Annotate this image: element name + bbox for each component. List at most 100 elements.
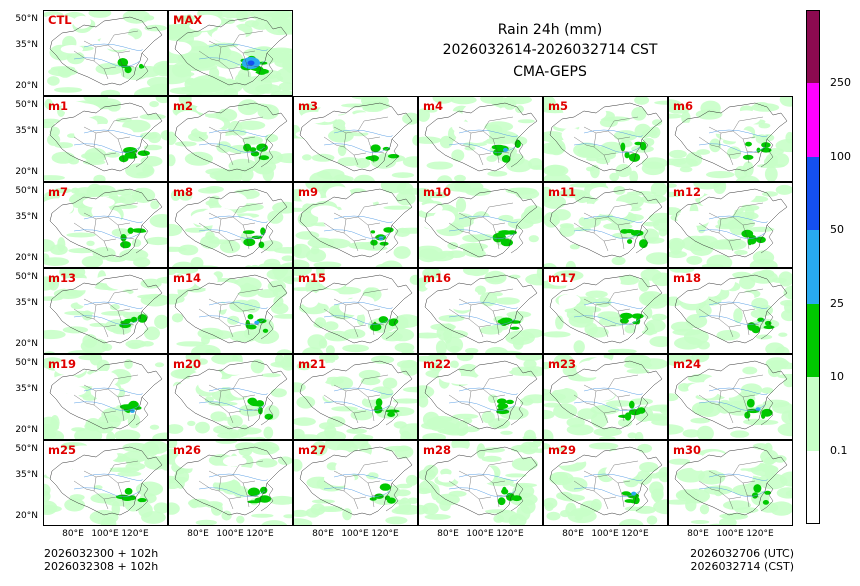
country-border <box>49 274 163 344</box>
province-border <box>746 150 750 164</box>
rain-moderate <box>630 500 638 504</box>
rain-light <box>255 458 278 468</box>
rain-light <box>669 458 692 465</box>
rain-light <box>631 107 647 121</box>
rain-moderate <box>139 65 145 69</box>
river <box>323 487 391 497</box>
rain-moderate <box>117 58 129 67</box>
rain-light <box>646 515 658 525</box>
rain-light <box>649 336 667 348</box>
rain-light <box>188 498 210 508</box>
province-border <box>246 494 250 508</box>
rain-light <box>669 424 684 435</box>
rain-moderate <box>137 314 148 323</box>
province-border <box>357 460 389 476</box>
rain-light <box>67 350 96 353</box>
river <box>323 229 391 239</box>
rain-light <box>294 518 313 525</box>
rain-moderate <box>126 155 138 159</box>
rain-moderate <box>746 398 755 408</box>
rain-light <box>187 420 196 426</box>
panel-label: m15 <box>298 271 326 285</box>
coastline <box>635 138 649 168</box>
lat-tick-label: 50°N <box>15 358 38 368</box>
rain-moderate <box>761 142 771 148</box>
rain-light <box>135 481 164 497</box>
panel-label: m16 <box>423 271 451 285</box>
rain-light <box>234 73 250 87</box>
rain-light <box>484 121 514 132</box>
rain-moderate <box>744 411 751 419</box>
rain-moderate <box>510 326 520 330</box>
province-border <box>218 304 242 328</box>
rain-light <box>360 435 374 439</box>
rain-light <box>169 502 180 515</box>
province-border <box>732 288 764 304</box>
rain-light <box>47 133 61 146</box>
rain-light <box>178 191 193 201</box>
rain-light <box>507 218 534 229</box>
rain-moderate <box>497 497 506 506</box>
rain-light <box>486 478 514 487</box>
rain-light <box>691 355 710 363</box>
dry-area <box>592 274 621 290</box>
rain-light <box>605 400 635 407</box>
rain-light <box>685 314 708 329</box>
rain-moderate <box>756 147 761 153</box>
province-border <box>496 408 500 422</box>
rain-light <box>758 123 771 129</box>
coastline <box>135 482 149 512</box>
province-border <box>343 304 367 328</box>
province-border <box>103 326 109 338</box>
province-border <box>448 394 470 406</box>
rain-light <box>227 415 243 428</box>
rain-light <box>137 294 167 299</box>
rain-light <box>169 246 187 252</box>
coastline <box>385 396 399 426</box>
rain-light <box>474 285 486 295</box>
country-border <box>549 446 663 516</box>
rain-light <box>609 172 620 181</box>
colorbar-segment <box>806 156 820 231</box>
map-panel-m6: m6 <box>668 96 793 182</box>
panel-label: m7 <box>48 185 68 199</box>
dry-area <box>321 273 347 289</box>
rain-light <box>658 228 667 237</box>
rain-very-heavy <box>247 60 255 66</box>
rain-light <box>747 226 775 232</box>
province-border <box>732 202 764 218</box>
rain-moderate <box>255 70 269 75</box>
rain-light <box>259 240 283 252</box>
rain-light <box>295 231 320 240</box>
rain-light <box>550 472 569 484</box>
rain-light <box>396 190 416 206</box>
panel-label: m12 <box>673 185 701 199</box>
rain-light <box>257 104 280 120</box>
rain-moderate <box>753 484 762 493</box>
rain-light <box>639 358 667 370</box>
coastline <box>510 138 524 168</box>
rain-light <box>512 336 524 350</box>
province-border <box>371 236 375 250</box>
province-border <box>228 326 234 338</box>
rain-light <box>669 207 682 216</box>
rain-light <box>588 442 619 450</box>
dry-area <box>207 128 226 140</box>
rain-light <box>47 76 60 86</box>
province-border <box>573 308 595 320</box>
rain-light <box>573 340 585 353</box>
rain-light <box>114 188 134 196</box>
province-border <box>107 30 139 46</box>
rain-light <box>296 362 313 371</box>
rain-light <box>169 424 184 434</box>
rain-moderate <box>258 155 270 161</box>
province-border <box>198 394 220 406</box>
province-border <box>728 154 734 166</box>
province-border <box>746 236 750 250</box>
province-border <box>607 288 639 304</box>
rain-light <box>263 426 274 439</box>
province-border <box>353 154 359 166</box>
rain-light <box>637 443 653 453</box>
lon-tick-label: 120°E <box>496 529 524 539</box>
rain-moderate <box>639 239 648 249</box>
